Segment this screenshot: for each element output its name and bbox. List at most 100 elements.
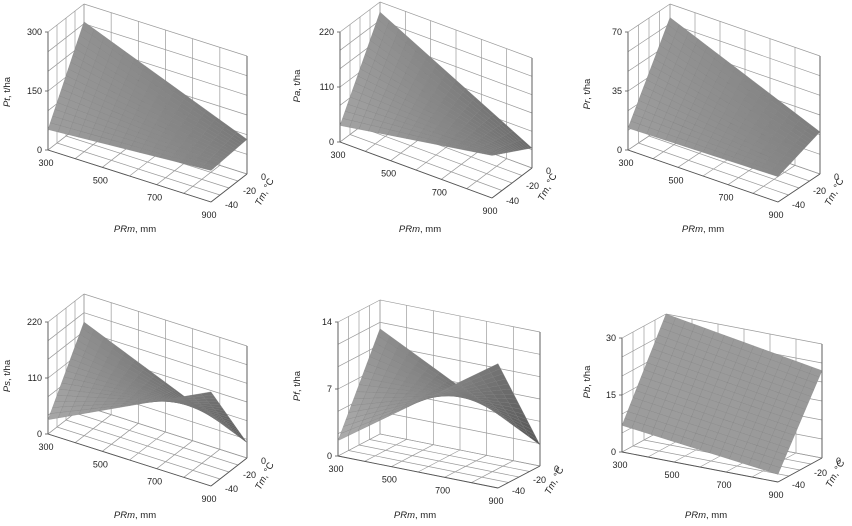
- y-tick-label: -40: [792, 480, 805, 490]
- x-tick-label: 900: [488, 496, 503, 506]
- z-tick-label: 70: [612, 27, 622, 37]
- grid-line: [65, 135, 230, 189]
- y-tick-label: 0: [261, 456, 266, 466]
- grid-line: [358, 444, 520, 478]
- axis-edge: [627, 149, 779, 203]
- grid-line: [369, 439, 530, 472]
- x-axis-var: PRm: [114, 224, 135, 235]
- x-tick-label: 500: [93, 459, 108, 469]
- z-tick-label: 15: [606, 390, 616, 400]
- grid-line: [379, 433, 541, 467]
- x-tick-label: 500: [381, 169, 396, 179]
- surface-patch: [768, 464, 781, 475]
- x-axis-var: PRm: [114, 510, 135, 521]
- x-axis-label: PRm, mm: [394, 510, 436, 521]
- surface-plot-pr: 0 35 70 300 500 700 900 0 -20 -40 Pr, t/ha PRm, mm T…: [582, 3, 847, 235]
- grid-line: [638, 142, 789, 196]
- z-axis-var: Pb: [582, 387, 593, 399]
- axis-edge: [210, 457, 248, 487]
- x-tick-label: 300: [330, 150, 345, 160]
- y-axis-label: Tm, °C: [253, 176, 277, 207]
- y-tick-label: 0: [554, 464, 559, 474]
- axis-edge: [339, 141, 493, 199]
- z-tick-label: 7: [327, 384, 332, 394]
- x-axis-unit: , mm: [420, 224, 441, 235]
- z-tick-label: 0: [611, 447, 616, 457]
- y-tick-label: -20: [533, 475, 546, 485]
- z-axis-label: Ps, t/ha: [2, 359, 13, 392]
- y-axis-unit: , °C: [542, 172, 559, 191]
- x-tick-label: 700: [435, 485, 450, 495]
- y-tick-label: 0: [836, 456, 841, 466]
- x-axis-var: PRm: [682, 224, 703, 235]
- z-tick-label: 0: [37, 145, 42, 155]
- axis-edge: [47, 149, 212, 203]
- x-axis-unit: , mm: [706, 510, 727, 521]
- axis-edge: [337, 455, 499, 489]
- x-axis-unit: , mm: [135, 224, 156, 235]
- z-axis-unit: , t/ha: [2, 359, 13, 381]
- axis-edge: [497, 465, 541, 489]
- surface-patch: [487, 363, 501, 373]
- z-tick-label: 110: [28, 373, 42, 383]
- x-axis-label: PRm, mm: [682, 224, 724, 235]
- x-tick-label: 700: [716, 480, 731, 490]
- surface-patch: [200, 391, 214, 397]
- x-tick-label: 300: [328, 464, 343, 474]
- z-axis-label: Pr, t/ha: [582, 78, 593, 109]
- y-axis-unit: , °C: [829, 176, 846, 195]
- z-tick-label: 0: [37, 429, 42, 439]
- y-axis-unit: , °C: [830, 458, 847, 477]
- z-axis-var: Pf: [292, 391, 303, 401]
- grid-line: [632, 445, 790, 477]
- x-tick-label: 900: [201, 210, 216, 220]
- surface-patch: [768, 170, 781, 177]
- z-axis-label: Pa, t/ha: [292, 69, 303, 102]
- surface-plot-pa: 0 110 220 300 500 700 900 0 -20 -40 Pa, t/ha PRm, m…: [292, 1, 560, 235]
- surface-patch: [482, 152, 495, 156]
- x-axis-unit: , mm: [415, 510, 436, 521]
- y-axis-label: Tm, °C: [824, 458, 848, 489]
- surface-plot-pb: 0 15 30 300 500 700 900 0 -20 -40 Pb, t/ha PRm, mm T…: [582, 313, 848, 521]
- z-axis-label: Pt, t/ha: [2, 76, 13, 107]
- x-axis-label: PRm, mm: [399, 224, 441, 235]
- z-axis-var: Ps: [2, 381, 13, 392]
- x-tick-label: 700: [147, 193, 162, 203]
- z-axis-unit: , t/ha: [2, 76, 13, 98]
- x-axis-var: PRm: [685, 510, 706, 521]
- y-axis-label: Tm, °C: [823, 176, 847, 207]
- grid-line: [359, 126, 513, 184]
- z-axis-label: Pb, t/ha: [582, 365, 593, 398]
- grid-line: [56, 142, 221, 196]
- z-axis-label: Pf, t/ha: [292, 370, 303, 401]
- z-axis-unit: , t/ha: [292, 370, 303, 392]
- x-axis-var: PRm: [399, 224, 420, 235]
- axis-edge: [47, 433, 212, 487]
- axis-edge: [491, 167, 533, 199]
- x-axis-label: PRm, mm: [114, 224, 156, 235]
- y-tick-label: -20: [243, 470, 256, 480]
- x-tick-label: 900: [482, 206, 497, 216]
- grid-line: [56, 426, 221, 480]
- axis-edge: [777, 457, 823, 483]
- z-tick-label: 110: [320, 82, 334, 92]
- z-tick-label: 220: [27, 317, 42, 327]
- grid-line: [648, 135, 800, 189]
- z-tick-label: 300: [27, 27, 42, 37]
- y-tick-label: -20: [526, 181, 539, 191]
- y-tick-label: -40: [225, 484, 238, 494]
- y-axis-label: Tm, °C: [543, 465, 567, 496]
- x-axis-unit: , mm: [703, 224, 724, 235]
- surface-plot-pt: 0 150 300 300 500 700 900 0 -20 -40 Pt, t/ha PRm, m…: [2, 3, 277, 235]
- x-tick-label: 900: [201, 494, 216, 504]
- z-axis-var: Pt: [2, 98, 13, 107]
- x-tick-label: 300: [38, 158, 53, 168]
- z-axis-var: Pr: [582, 99, 593, 109]
- y-tick-label: -20: [814, 468, 827, 478]
- y-axis-label: Tm, °C: [536, 172, 560, 203]
- grid-line: [65, 419, 230, 473]
- x-tick-label: 300: [618, 158, 633, 168]
- y-tick-label: 0: [546, 166, 551, 176]
- z-tick-label: 0: [617, 145, 622, 155]
